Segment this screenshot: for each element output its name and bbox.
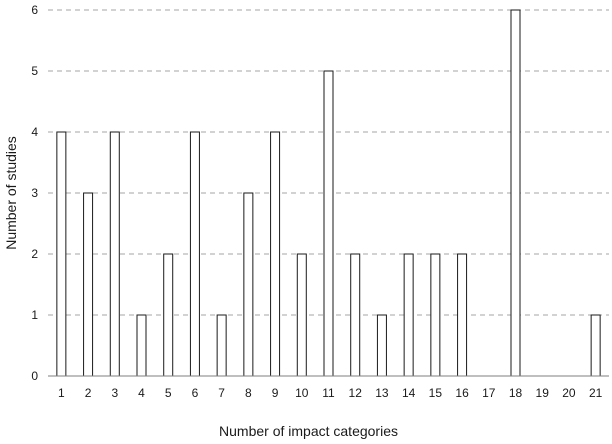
bar xyxy=(350,253,361,377)
x-tick-label: 3 xyxy=(111,386,118,400)
bar xyxy=(270,131,281,377)
bar xyxy=(216,314,227,377)
bar xyxy=(56,131,67,377)
x-tick-label: 13 xyxy=(375,386,389,400)
x-tick-label: 17 xyxy=(482,386,496,400)
x-tick-label: 20 xyxy=(562,386,576,400)
x-tick-label: 2 xyxy=(85,386,92,400)
bar xyxy=(323,70,334,377)
x-tick-label: 4 xyxy=(138,386,145,400)
x-tick-label: 9 xyxy=(272,386,279,400)
y-tick-labels: 0 1 2 3 4 5 6 xyxy=(31,3,38,383)
bar xyxy=(430,253,441,377)
bar xyxy=(403,253,414,377)
bar xyxy=(189,131,200,377)
y-tick-label: 3 xyxy=(31,186,38,200)
y-tick-label: 0 xyxy=(31,369,38,383)
bar xyxy=(83,192,94,377)
bar xyxy=(376,314,387,377)
x-tick-label: 18 xyxy=(509,386,523,400)
x-tick-label: 11 xyxy=(322,386,335,400)
y-tick-label: 2 xyxy=(31,247,38,261)
x-tick-labels: 1 2 3 4 5 6 7 8 9 10 11 12 13 14 15 16 17 18 19 20 21 xyxy=(58,386,603,400)
bar xyxy=(590,314,601,377)
bar xyxy=(510,9,521,377)
y-tick-label: 6 xyxy=(31,3,38,17)
x-tick-label: 15 xyxy=(429,386,443,400)
x-tick-label: 14 xyxy=(402,386,416,400)
x-tick-label: 1 xyxy=(58,386,65,400)
bar xyxy=(136,314,147,377)
bar xyxy=(243,192,254,377)
x-tick-label: 5 xyxy=(165,386,172,400)
x-tick-label: 6 xyxy=(192,386,199,400)
x-tick-label: 19 xyxy=(536,386,550,400)
y-tick-label: 5 xyxy=(31,64,38,78)
bar xyxy=(296,253,307,377)
x-axis-label: Number of impact categories xyxy=(219,423,398,439)
bar xyxy=(109,131,120,377)
bar xyxy=(457,253,468,377)
x-tick-label: 16 xyxy=(455,386,469,400)
y-tick-label: 1 xyxy=(31,308,38,322)
y-axis-label: Number of studies xyxy=(3,136,19,250)
x-tick-label: 7 xyxy=(218,386,225,400)
x-tick-label: 8 xyxy=(245,386,252,400)
y-tick-label: 4 xyxy=(31,125,38,139)
x-tick-label: 12 xyxy=(349,386,363,400)
x-tick-label: 10 xyxy=(295,386,309,400)
bar xyxy=(163,253,174,377)
x-tick-label: 21 xyxy=(589,386,603,400)
